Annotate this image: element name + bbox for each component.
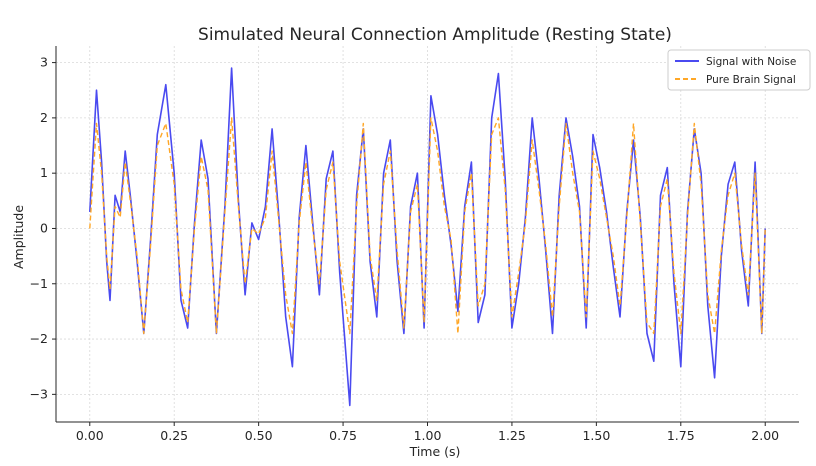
y-tick-label: 0 [40,220,48,235]
y-axis-label: Amplitude [11,205,26,269]
series-layer [89,67,766,407]
x-tick-label: 1.50 [582,428,610,443]
x-tick-label: 1.75 [667,428,695,443]
legend-label-pure: Pure Brain Signal [706,74,796,86]
x-tick-label: 0.00 [76,428,104,443]
y-tick-label: 1 [40,165,48,180]
legend: Signal with Noise Pure Brain Signal [667,49,811,91]
x-tick-label: 1.00 [414,428,442,443]
y-tick-label: 2 [40,110,48,125]
x-tick-label: 0.75 [329,428,357,443]
y-tick-label: −1 [30,276,48,291]
x-tick-label: 0.25 [160,428,188,443]
legend-box [667,49,811,91]
x-tick-label: 0.50 [245,428,273,443]
legend-label-signal: Signal with Noise [706,56,796,68]
chart-title: Simulated Neural Connection Amplitude (R… [198,25,672,45]
x-tick-label: 1.25 [498,428,526,443]
y-tick-label: −3 [30,386,48,401]
x-axis-label: Time (s) [409,444,461,459]
ticks: 0.00 0.25 0.50 0.75 1.00 1.25 1.50 1.75 2.00 −3 −2… [30,55,780,443]
x-tick-label: 2.00 [751,428,779,443]
y-tick-label: −2 [30,331,48,346]
y-tick-label: 3 [40,55,48,70]
